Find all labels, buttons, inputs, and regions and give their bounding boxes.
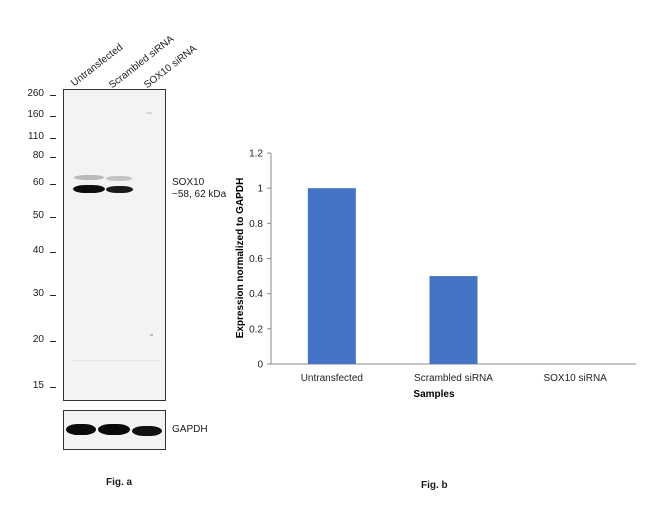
sox10-blot-image	[63, 89, 166, 401]
blot-speck	[150, 334, 153, 336]
y-axis-label: Expression normalized to GAPDH	[235, 178, 246, 339]
figure-b-caption: Fig. b	[421, 480, 448, 491]
mw-marker: 160	[27, 109, 44, 120]
blot-band	[74, 175, 104, 180]
mw-marker: 20	[32, 334, 44, 345]
blot-speck	[72, 360, 162, 361]
y-tick-label: 1	[257, 184, 263, 195]
mw-marker: 110	[28, 131, 44, 142]
y-tick-label: 0.2	[249, 324, 263, 335]
blot-band	[66, 424, 96, 435]
mw-marker: 50	[32, 210, 44, 221]
bar	[307, 188, 356, 364]
mw-tick	[50, 295, 56, 296]
blot-band	[106, 186, 133, 193]
blot-band	[106, 176, 132, 181]
mw-marker: 260	[27, 88, 44, 99]
mw-tick	[50, 387, 56, 388]
loading-control-label: GAPDH	[172, 424, 208, 435]
x-axis-label: Samples	[413, 389, 455, 400]
mw-tick	[50, 252, 56, 253]
blot-band	[98, 424, 130, 435]
mw-tick	[50, 217, 56, 218]
target-name: SOX10	[172, 177, 205, 188]
mw-tick	[50, 138, 56, 139]
x-tick-label: Scrambled siRNA	[414, 373, 493, 384]
blot-band	[132, 426, 162, 436]
mw-marker: 80	[32, 150, 44, 161]
x-tick-label: Untransfected	[301, 373, 363, 384]
mw-marker: 30	[32, 288, 44, 299]
y-tick-label: 0	[257, 360, 263, 371]
gapdh-blot-image	[63, 410, 166, 450]
figure-a-caption: Fig. a	[106, 477, 133, 488]
target-size: ~58, 62 kDa	[172, 189, 227, 200]
y-tick-label: 1.2	[249, 149, 263, 160]
y-tick-label: 0.8	[249, 219, 263, 230]
mw-tick	[50, 341, 56, 342]
target-label: SOX10 ~58, 62 kDa	[172, 177, 226, 201]
bar	[429, 276, 478, 364]
mw-marker: 15	[32, 380, 44, 391]
mw-tick	[50, 184, 56, 185]
mw-marker: 60	[32, 177, 44, 188]
blot-band	[73, 185, 105, 193]
mw-tick	[50, 116, 56, 117]
blot-speck	[146, 112, 152, 114]
mw-marker: 40	[32, 245, 44, 256]
mw-tick	[50, 157, 56, 158]
x-tick-label: SOX10 siRNA	[543, 373, 607, 384]
y-tick-label: 0.6	[249, 254, 263, 265]
y-tick-label: 0.4	[249, 289, 263, 300]
mw-tick	[50, 95, 56, 96]
